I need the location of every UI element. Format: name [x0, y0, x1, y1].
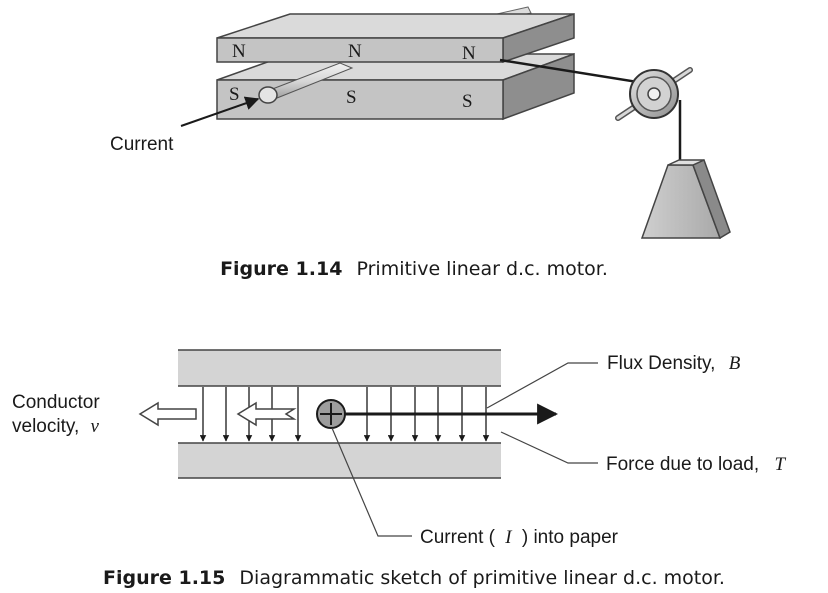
pole-label-s: S [462, 91, 473, 112]
current-leader-line [331, 427, 412, 537]
conductor-rod [258, 62, 354, 104]
pole-label-s: S [229, 84, 240, 105]
current-into-paper-label: Current ( I ) into paper [420, 527, 619, 548]
current-arrow [180, 96, 260, 127]
caption-number: Figure 1.14 [220, 258, 342, 280]
velocity-arrow-icon [138, 401, 197, 427]
current-label: Current [110, 134, 174, 155]
force-label: Force due to load, T [606, 454, 786, 475]
conductor-velocity-label: velocity, v [12, 416, 100, 437]
caption-text: Diagrammatic sketch of primitive linear … [239, 567, 725, 589]
flux-leader-line [486, 362, 598, 409]
figure-1-15: Flux Density, B Force due to load, T Con… [12, 349, 786, 589]
force-leader-line [500, 431, 598, 464]
pulley [615, 67, 693, 121]
figure-1-15-caption: Figure 1.15 Diagrammatic sketch of primi… [103, 567, 725, 589]
caption-text: Primitive linear d.c. motor. [356, 258, 607, 280]
caption-number: Figure 1.15 [103, 567, 225, 589]
conductor-cross-section [316, 399, 346, 429]
upper-pole-slab [178, 350, 501, 386]
upper-magnet [216, 12, 575, 64]
conductor-label: Conductor [12, 392, 100, 413]
velocity-arrow-icon [236, 401, 297, 427]
figure-1-14-caption: Figure 1.14 Primitive linear d.c. motor. [220, 258, 608, 280]
rod-end-front [258, 86, 278, 104]
pulley-string [499, 58, 651, 86]
load-weight [640, 158, 731, 240]
pole-label-n: N [462, 43, 476, 64]
flux-density-label: Flux Density, B [607, 353, 741, 374]
pole-label-s: S [346, 87, 357, 108]
pole-label-n: N [232, 41, 246, 62]
figure-1-14: N N N S S S Current Figure 1.14 Primit [110, 6, 731, 280]
pole-label-n: N [348, 41, 362, 62]
lower-pole-slab [178, 443, 501, 478]
